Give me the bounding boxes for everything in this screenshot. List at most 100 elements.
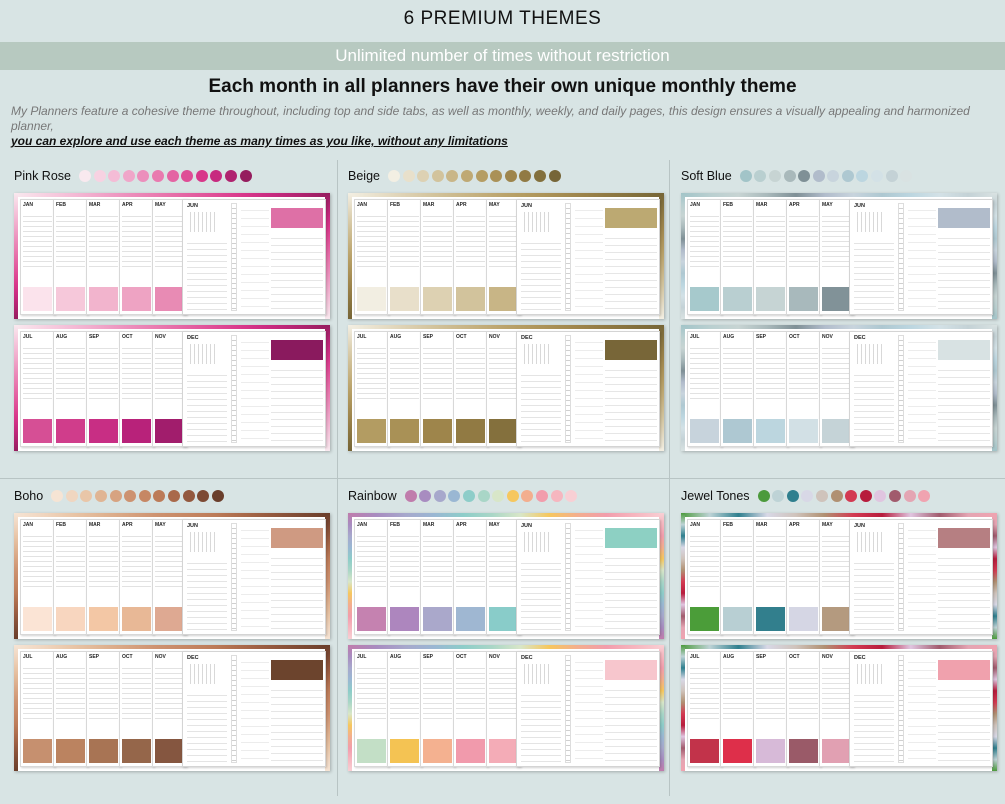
schedule-lines: [908, 203, 936, 311]
color-swatch: [94, 490, 107, 502]
right-tabs-strip: [325, 193, 330, 319]
month-label: APR: [456, 202, 467, 208]
mini-page: MAR: [753, 519, 788, 635]
mini-page: FEB: [53, 199, 88, 315]
color-swatch: [197, 490, 210, 502]
color-swatch: [182, 490, 195, 502]
mini-page: JUL: [20, 331, 55, 447]
planner-preview: JAN FEB MAR APR MAY JUN: [681, 193, 997, 319]
theme-header: Beige: [348, 168, 563, 184]
hour-column: [565, 523, 571, 631]
planner-preview: JAN FEB MAR APR MAY JUN: [14, 513, 330, 639]
mini-page: JUL: [354, 651, 389, 767]
mini-page: AUG: [53, 651, 88, 767]
row-divider: [0, 478, 1005, 479]
month-color-block: [789, 419, 818, 443]
planner-preview: JUL AUG SEP OCT NOV DEC: [348, 645, 664, 771]
month-label: OCT: [456, 334, 467, 340]
theme-swatches: [78, 170, 254, 182]
month-label: MAR: [89, 522, 101, 528]
mini-page: SEP: [86, 651, 121, 767]
mini-lines: [390, 664, 419, 722]
month-label: JUL: [357, 334, 367, 340]
month-label: MAY: [822, 522, 833, 528]
right-notes: [605, 552, 657, 630]
month-color-block: [690, 419, 719, 443]
color-swatch: [772, 490, 785, 502]
mini-calendar: [521, 344, 551, 364]
month-label: AUG: [390, 334, 402, 340]
month-label: SEP: [423, 654, 434, 660]
color-swatch: [475, 170, 488, 182]
schedule-lines: [575, 335, 603, 443]
mini-page: NOV: [486, 651, 521, 767]
month-color-block: [23, 739, 52, 763]
color-swatch: [224, 170, 237, 182]
month-label: SEP: [89, 334, 100, 340]
left-tabs-strip: [348, 325, 352, 451]
mini-page: JAN: [354, 519, 389, 635]
mini-page: JAN: [687, 199, 722, 315]
mini-lines: [822, 532, 851, 590]
color-swatch: [166, 170, 179, 182]
right-notes: [938, 552, 990, 630]
month-label: APR: [122, 202, 133, 208]
hour-column: [231, 655, 237, 763]
month-label: MAR: [89, 202, 101, 208]
left-tabs-strip: [348, 513, 352, 639]
mini-page: OCT: [453, 651, 488, 767]
month-color-block: [122, 739, 151, 763]
left-tabs-strip: [681, 513, 685, 639]
month-color-block: [423, 419, 452, 443]
month-label: FEB: [390, 202, 400, 208]
month-label: SEP: [89, 654, 100, 660]
mini-page: JUL: [354, 331, 389, 447]
month-color-block: [822, 607, 851, 631]
mini-page: OCT: [119, 651, 154, 767]
color-swatch: [460, 170, 473, 182]
month-color-block: [456, 607, 485, 631]
month-color-block: [822, 739, 851, 763]
right-tabs-strip: [992, 645, 997, 771]
month-color-block: [605, 208, 657, 228]
mini-lines: [723, 664, 752, 722]
mini-lines: [423, 664, 452, 722]
mini-page: APR: [786, 199, 821, 315]
mini-page: MAY: [819, 199, 854, 315]
right-tabs-strip: [659, 193, 664, 319]
color-swatch: [815, 490, 828, 502]
mini-lines: [89, 664, 118, 722]
color-swatch: [490, 170, 503, 182]
mini-lines: [357, 532, 386, 590]
theme-name: Soft Blue: [681, 169, 732, 183]
mini-lines: [489, 532, 518, 590]
month-color-block: [605, 660, 657, 680]
right-notes: [605, 364, 657, 442]
daily-planner-page: DEC: [182, 651, 326, 767]
mini-lines: [155, 664, 184, 722]
color-swatch: [504, 170, 517, 182]
mini-page: AUG: [53, 331, 88, 447]
color-swatch: [859, 490, 872, 502]
mini-lines: [789, 344, 818, 402]
month-color-block: [690, 739, 719, 763]
month-color-block: [489, 607, 518, 631]
hour-column: [898, 655, 904, 763]
color-swatch: [80, 490, 93, 502]
notes-lines: [854, 690, 894, 762]
theme-block: Soft Blue JAN FEB MAR APR MAY JUN JUL AUG SEP OCT N…: [681, 168, 997, 468]
description-text: My Planners feature a cohesive theme thr…: [11, 104, 970, 133]
month-color-block: [822, 419, 851, 443]
month-label: MAY: [155, 522, 166, 528]
month-color-block: [89, 739, 118, 763]
mini-calendar: [854, 664, 884, 684]
mini-lines: [23, 344, 52, 402]
mini-page: APR: [786, 519, 821, 635]
month-label: MAY: [489, 522, 500, 528]
mini-lines: [723, 212, 752, 270]
top-tabs-strip: [348, 645, 664, 649]
month-color-block: [155, 287, 184, 311]
schedule-lines: [575, 523, 603, 631]
color-swatch: [841, 170, 854, 182]
color-swatch: [801, 490, 814, 502]
